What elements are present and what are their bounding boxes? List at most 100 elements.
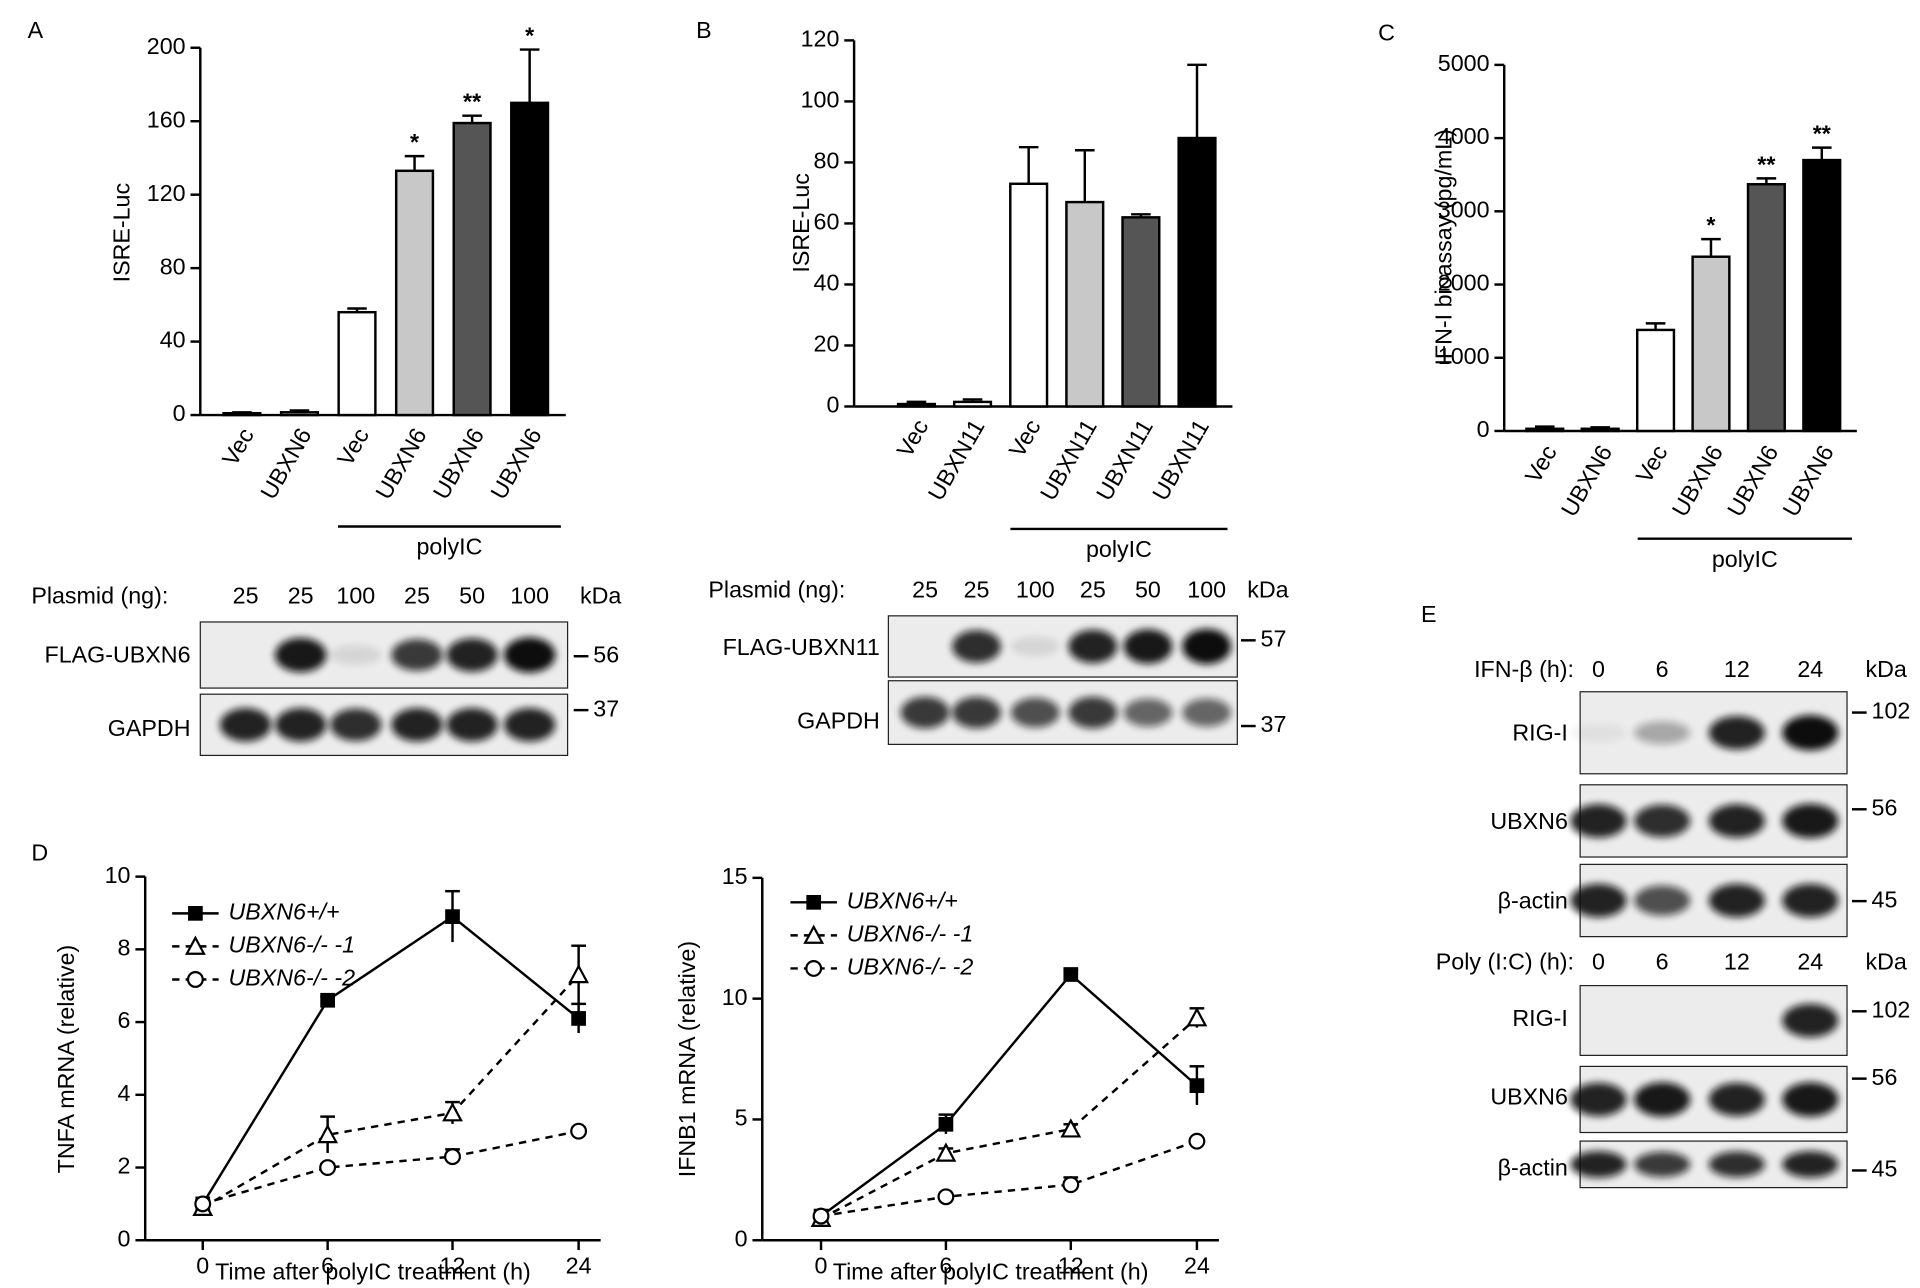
marker (806, 894, 822, 910)
x-tick-label: Vec (1631, 440, 1673, 487)
band (330, 645, 382, 665)
significance: ** (463, 89, 482, 115)
marker (1060, 1118, 1082, 1138)
kda-label: kDa (1866, 656, 1907, 682)
band (1123, 698, 1173, 727)
x-axis-label: Time after polyIC treatment (h) (833, 1258, 1149, 1284)
band (219, 708, 272, 742)
lane-label: 50 (459, 583, 485, 609)
band (1182, 698, 1232, 727)
legend-label: UBXN6-/- -1 (847, 921, 974, 947)
y-tick-label: 20 (814, 331, 840, 357)
x-tick-label: 12 (440, 1252, 466, 1278)
marker (319, 1159, 337, 1176)
band (1570, 1082, 1627, 1117)
y-axis-label: ISRE-Luc (788, 173, 814, 273)
x-tick-label: Vec (1520, 440, 1562, 487)
x-tick-label: Vec (332, 423, 374, 470)
band (900, 696, 950, 729)
kda-label: kDa (1866, 949, 1907, 975)
band (952, 696, 1001, 729)
significance: ** (1757, 151, 1776, 177)
lane-label: 25 (233, 583, 259, 609)
band (503, 637, 556, 673)
size-label: 56 (593, 641, 619, 667)
series-line (202, 973, 580, 1209)
kda-label: kDa (580, 583, 621, 609)
y-tick-label: 15 (722, 863, 748, 889)
band (330, 708, 382, 742)
y-tick-label: 120 (147, 180, 186, 206)
x-tick-label: UBXN6 (1667, 441, 1728, 521)
size-label: 102 (1872, 996, 1911, 1022)
y-tick-label: 40 (160, 327, 186, 353)
bar (1691, 255, 1731, 433)
band (274, 708, 327, 742)
band (1634, 885, 1691, 916)
lane-label: 100 (510, 583, 549, 609)
y-tick-label: 0 (735, 1225, 748, 1251)
x-tick-label: UBXN6 (1722, 441, 1783, 521)
x-tick-label: 6 (321, 1252, 334, 1278)
marker (935, 1142, 957, 1162)
x-tick-label: 0 (196, 1252, 209, 1278)
y-tick-label: 5 (735, 1105, 748, 1131)
x-tick-label: 12 (1058, 1252, 1084, 1278)
band (952, 630, 1001, 663)
band (1708, 1151, 1765, 1178)
marker (571, 1011, 586, 1026)
bar (337, 310, 377, 417)
marker (186, 971, 204, 988)
significance: * (1706, 212, 1716, 238)
bar (1746, 183, 1786, 433)
bar (1802, 158, 1842, 433)
legend-label: UBXN6+/+ (847, 887, 958, 913)
lane-label: 25 (288, 583, 314, 609)
band (1634, 721, 1691, 745)
band (1068, 696, 1118, 729)
series-line (201, 915, 580, 1205)
blot-header: Plasmid (ng): (31, 583, 168, 609)
band (1634, 804, 1691, 838)
band (1708, 804, 1765, 838)
bar (452, 121, 492, 417)
lane-label: 24 (1797, 656, 1823, 682)
size-label: 56 (1872, 794, 1898, 820)
y-tick-label: 80 (160, 253, 186, 279)
band (446, 708, 498, 742)
marker (445, 909, 460, 924)
marker (1186, 1007, 1208, 1027)
legend-label: UBXN6-/- -2 (847, 954, 974, 980)
x-tick-label: 6 (939, 1252, 952, 1278)
x-tick-label: UBXN6 (1777, 441, 1838, 521)
legend-label: UBXN6-/- -2 (228, 965, 355, 991)
marker (188, 906, 203, 921)
row-label: GAPDH (797, 707, 880, 733)
series-line (202, 1129, 579, 1206)
bar (1009, 182, 1049, 408)
band (1782, 1082, 1839, 1117)
lane-label: 100 (336, 583, 375, 609)
bar (1525, 427, 1565, 433)
blot-header: Plasmid (ng): (708, 576, 845, 602)
y-tick-label: 10 (722, 984, 748, 1010)
band (1782, 1151, 1839, 1178)
bar (1121, 216, 1161, 408)
band (274, 637, 327, 673)
x-tick-label: UBXN6 (370, 424, 431, 504)
y-tick-label: 80 (814, 148, 840, 174)
y-axis-label: IFNB1 mRNA (relative) (674, 941, 700, 1177)
x-tick-label: UBXN6 (255, 424, 316, 504)
size-label: 102 (1872, 698, 1911, 724)
band (1782, 883, 1839, 918)
band (1570, 723, 1627, 743)
y-tick-label: 0 (173, 400, 186, 426)
band (1708, 883, 1765, 918)
lane-label: 24 (1797, 949, 1823, 975)
band (1634, 1151, 1691, 1177)
bar (222, 411, 262, 417)
marker (444, 1148, 461, 1166)
x-tick-label: 0 (815, 1252, 828, 1278)
series-line (820, 1140, 1198, 1218)
